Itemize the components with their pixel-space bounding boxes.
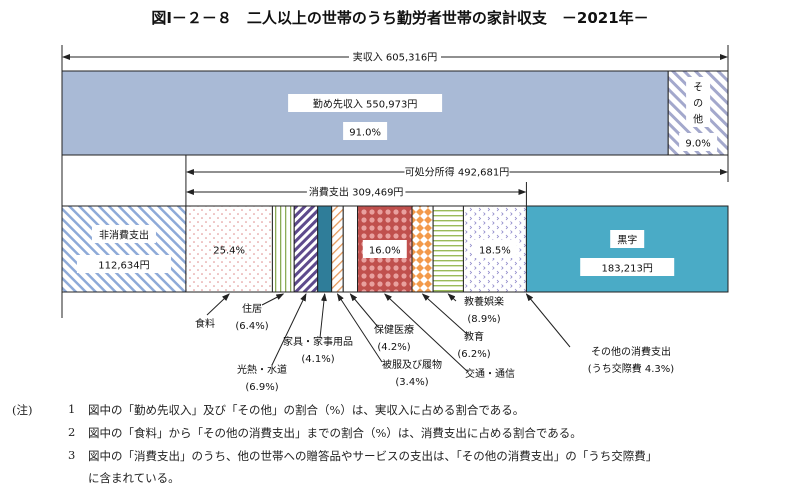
- disposable-income-label: 可処分所得 492,681円: [405, 166, 510, 179]
- callout-name-clothing: 被服及び履物: [382, 358, 442, 371]
- surplus-label: 黒字: [617, 234, 637, 247]
- callout-pct-education: (6.2%): [457, 349, 490, 360]
- segment-misc-pct-bg: [472, 240, 517, 258]
- note-num: 1: [68, 402, 76, 416]
- callout-pct-clothing: (3.4%): [395, 377, 428, 388]
- callout-line-transport: [384, 293, 469, 373]
- non-consumption-amount: 112,634円: [98, 261, 149, 272]
- work-income-pct-bg: [343, 122, 388, 140]
- callout-line-food: [206, 293, 230, 316]
- callout-name-housing: 住居: [242, 302, 262, 315]
- segment-transport-pct-bg: [362, 240, 407, 258]
- surplus-label-bg: [610, 230, 645, 248]
- non-consumption-amount-bg: [76, 255, 171, 273]
- segment-housing: [271, 205, 295, 293]
- callout-name-transport: 交通・通信: [465, 367, 515, 380]
- actual-income-label: 実収入 605,316円: [353, 51, 438, 64]
- other-income-pct: 9.0%: [685, 139, 710, 150]
- surplus-amount: 183,213円: [602, 264, 653, 275]
- other-income-label-char-bg: [686, 109, 711, 127]
- callout-pct-misc: (うち交際費 4.3%): [588, 362, 674, 375]
- callout-name-utilities: 光熱・水道: [237, 363, 287, 376]
- callout-line-education: [421, 293, 468, 335]
- other-income-label-char: そ: [693, 82, 703, 94]
- work-income-label-bg: [288, 94, 443, 112]
- segment-food-pct: 25.4%: [213, 246, 245, 257]
- callout-pct-housing: (6.4%): [235, 321, 268, 332]
- segment-culture: [432, 205, 464, 293]
- callout-line-misc: [525, 293, 571, 348]
- segment-health: [342, 205, 359, 293]
- non-consumption-label: 非消費支出: [99, 229, 149, 242]
- callout-name-furniture: 家具・家事用品: [283, 335, 353, 348]
- household-budget-diagram: 図Ⅰ－２－８ 二人以上の世帯のうち勤労者世帯の家計収支 －2021年－ 実収入 …: [61, 9, 729, 393]
- note-text: 図中の「消費支出」のうち、他の世帯への贈答品やサービスの支出は、「その他の消費支…: [88, 449, 658, 463]
- consumption-expenditure-label: 消費支出 309,469円: [309, 186, 404, 199]
- callout-line-health: [349, 293, 379, 328]
- note-text: に含まれている。: [88, 471, 180, 485]
- callout-pct-culture: (8.9%): [467, 314, 500, 325]
- callout-line-utilities: [271, 293, 307, 366]
- callout-line-culture: [447, 293, 457, 302]
- segment-furniture: [317, 205, 333, 293]
- callout-pct-furniture: (4.1%): [301, 354, 334, 365]
- outgo-row: 非消費支出 112,634円 25.4% 16.0% 18.5% 黒字 183,213円: [61, 205, 729, 293]
- callout-line-housing: [261, 293, 285, 306]
- surplus-bar: [525, 205, 729, 293]
- callout-pct-utilities: (6.9%): [245, 382, 278, 393]
- other-income-label-char: 他: [693, 113, 703, 126]
- other-income-label-char: の: [693, 99, 703, 110]
- work-income-label: 勤め先収入 550,973円: [313, 98, 418, 111]
- category-callouts: 食料 住居 (6.4%) 光熱・水道 (6.9%) 家具・家事用品 (4.1%) 被服及び履物…: [195, 293, 674, 393]
- segment-misc-pct: 18.5%: [479, 246, 511, 257]
- figure-title: 図Ⅰ－２－８ 二人以上の世帯のうち勤労者世帯の家計収支 －2021年－: [151, 9, 648, 27]
- segment-education: [411, 205, 434, 293]
- segment-transport-pct: 16.0%: [369, 246, 401, 257]
- segment-clothing: [331, 205, 344, 293]
- non-consumption-bar: [61, 205, 187, 293]
- notes-prefix: (注): [12, 403, 33, 417]
- note-text: 図中の「勤め先収入」及び「その他」の割合（%）は、実収入に占める割合である。: [88, 403, 525, 417]
- callout-pct-health: (4.2%): [377, 342, 410, 353]
- callout-name-misc: その他の消費支出: [591, 345, 671, 358]
- callout-line-furniture: [319, 293, 327, 339]
- segment-utilities: [293, 205, 319, 293]
- note-text: 図中の「食料」から「その他の消費支出」までの割合（%）は、消費支出に占める割合で…: [88, 426, 582, 440]
- work-income-pct: 91.0%: [349, 128, 381, 139]
- surplus-amount-bg: [580, 258, 675, 276]
- callout-name-health: 保健医療: [374, 323, 414, 336]
- callout-name-culture: 教養娯楽: [464, 295, 504, 308]
- notes: (注) 1 図中の「勤め先収入」及び「その他」の割合（%）は、実収入に占める割合…: [0, 400, 800, 492]
- non-consumption-label-bg: [91, 225, 156, 243]
- other-income-label-char-bg: [686, 77, 711, 95]
- other-income-pct-bg: [679, 133, 718, 151]
- callout-line-clothing: [336, 293, 383, 363]
- note-num: 2: [68, 425, 76, 439]
- income-bar-work: [61, 70, 669, 156]
- note-num: 3: [68, 448, 76, 462]
- callout-name-education: 教育: [464, 330, 484, 343]
- callout-name-food: 食料: [195, 317, 215, 330]
- other-income-label-char-bg: [686, 93, 711, 111]
